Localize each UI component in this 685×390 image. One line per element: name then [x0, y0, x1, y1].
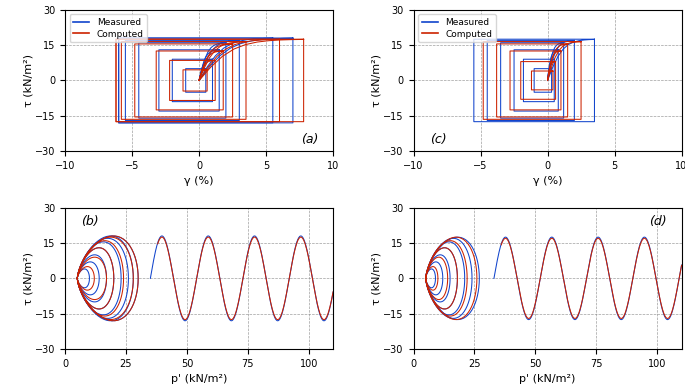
Text: (c): (c)	[429, 133, 446, 145]
Legend: Measured, Computed: Measured, Computed	[418, 14, 496, 42]
X-axis label: γ (%): γ (%)	[184, 176, 214, 186]
Text: (a): (a)	[301, 133, 319, 145]
Text: (d): (d)	[649, 215, 667, 228]
Legend: Measured, Computed: Measured, Computed	[70, 14, 147, 42]
X-axis label: γ (%): γ (%)	[533, 176, 562, 186]
Text: (b): (b)	[81, 215, 99, 228]
Y-axis label: τ (kN/m²): τ (kN/m²)	[372, 54, 382, 107]
Y-axis label: τ (kN/m²): τ (kN/m²)	[372, 252, 382, 305]
Y-axis label: τ (kN/m²): τ (kN/m²)	[23, 252, 34, 305]
Y-axis label: τ (kN/m²): τ (kN/m²)	[23, 54, 34, 107]
X-axis label: p' (kN/m²): p' (kN/m²)	[519, 374, 575, 384]
X-axis label: p' (kN/m²): p' (kN/m²)	[171, 374, 227, 384]
